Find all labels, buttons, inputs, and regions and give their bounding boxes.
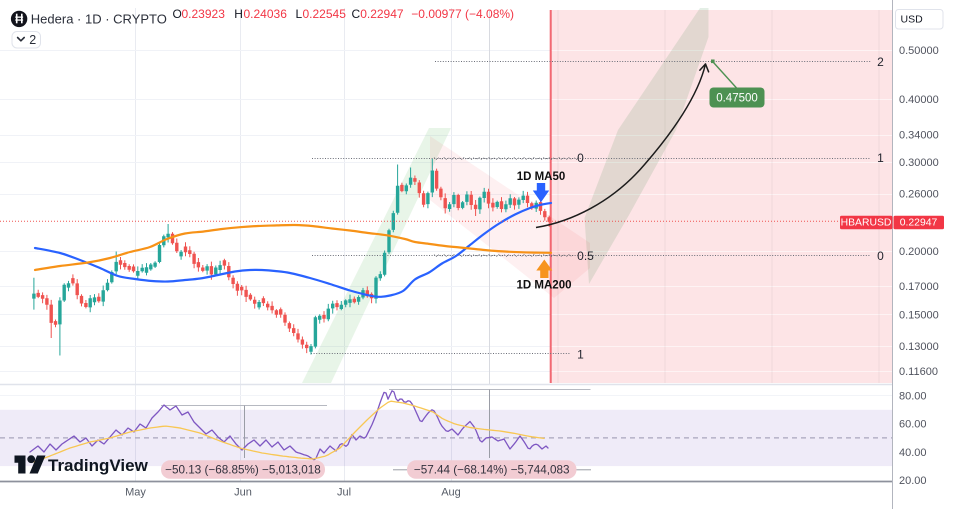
svg-text:2: 2 [877, 55, 884, 69]
svg-text:0: 0 [877, 249, 884, 263]
svg-text:0.15000: 0.15000 [899, 309, 939, 321]
svg-text:0.34000: 0.34000 [899, 130, 939, 142]
svg-text:60.00: 60.00 [899, 419, 927, 431]
svg-text:0.47500: 0.47500 [716, 93, 758, 105]
svg-text:−57.44 (−68.14%) −5,744,083: −57.44 (−68.14%) −5,744,083 [414, 464, 570, 477]
svg-text:0.22545: 0.22545 [303, 7, 347, 21]
svg-text:0.23923: 0.23923 [182, 7, 226, 21]
svg-text:Jun: Jun [234, 487, 252, 499]
svg-text:0.22947: 0.22947 [900, 218, 938, 229]
svg-text:0.22947: 0.22947 [360, 7, 404, 21]
svg-text:0.50000: 0.50000 [899, 45, 939, 57]
svg-text:80.00: 80.00 [899, 391, 927, 403]
svg-text:0.5: 0.5 [577, 249, 594, 263]
svg-text:HBARUSD: HBARUSD [841, 218, 892, 229]
svg-text:−50.13 (−68.85%) −5,013,018: −50.13 (−68.85%) −5,013,018 [165, 464, 321, 477]
svg-text:L: L [296, 7, 303, 21]
svg-text:0: 0 [577, 151, 584, 165]
svg-text:Hedera · 1D · CRYPTO: Hedera · 1D · CRYPTO [31, 11, 167, 26]
svg-text:Aug: Aug [441, 487, 461, 499]
svg-text:May: May [125, 487, 146, 499]
svg-text:0.11600: 0.11600 [899, 366, 938, 378]
svg-text:1: 1 [877, 151, 884, 165]
svg-text:2: 2 [29, 33, 36, 47]
svg-text:C: C [352, 7, 361, 21]
svg-text:0.40000: 0.40000 [899, 94, 939, 106]
svg-text:H: H [234, 7, 243, 21]
svg-text:1D MA50: 1D MA50 [517, 171, 566, 183]
svg-text:0.30000: 0.30000 [899, 157, 939, 169]
svg-text:0.20000: 0.20000 [899, 246, 939, 258]
svg-text:0.13000: 0.13000 [899, 341, 939, 353]
svg-text:1: 1 [577, 348, 584, 362]
svg-text:1D MA200: 1D MA200 [517, 279, 572, 291]
svg-text:0.26000: 0.26000 [899, 189, 939, 201]
svg-text:40.00: 40.00 [899, 447, 927, 459]
svg-text:−0.00977 (−4.08%): −0.00977 (−4.08%) [411, 7, 514, 21]
svg-text:0.24036: 0.24036 [244, 7, 288, 21]
svg-text:O: O [173, 7, 182, 21]
svg-text:20.00: 20.00 [899, 475, 927, 487]
svg-text:USD: USD [901, 14, 924, 26]
svg-text:Jul: Jul [337, 487, 351, 499]
svg-text:TradingView: TradingView [48, 456, 149, 475]
svg-text:0.17000: 0.17000 [899, 281, 939, 293]
